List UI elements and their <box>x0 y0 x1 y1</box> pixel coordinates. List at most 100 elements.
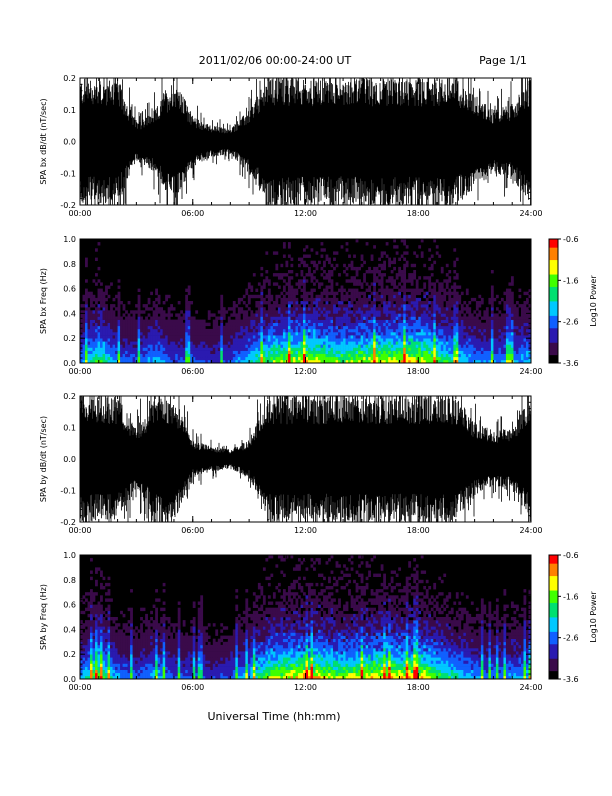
spectrogram-cell <box>130 344 133 347</box>
spectrogram-cell <box>193 341 196 344</box>
spectrogram-cell <box>293 354 296 357</box>
spectrogram-cell <box>318 335 321 338</box>
spectrogram-cell <box>223 310 226 313</box>
spectrogram-cell <box>431 354 434 357</box>
spectrogram-cell <box>158 310 161 313</box>
spectrogram-cell <box>263 341 266 344</box>
spectrogram-cell <box>413 335 416 338</box>
spectrogram-cell <box>323 348 326 351</box>
spectrogram-cell <box>391 261 394 264</box>
spectrogram-cell <box>210 351 213 354</box>
spectrogram-cell <box>461 307 464 310</box>
spectrogram-cell <box>165 348 168 351</box>
spectrogram-cell <box>516 348 519 351</box>
spectrogram-cell <box>438 335 441 338</box>
spectrogram-cell <box>233 301 236 304</box>
spectrogram-cell <box>135 310 138 313</box>
spectrogram-cell <box>88 626 91 629</box>
spectrogram-cell <box>421 351 424 354</box>
spectrogram-cell <box>260 301 263 304</box>
spectrogram-cell <box>401 301 404 304</box>
spectrogram-cell <box>108 332 111 335</box>
spectrogram-cell <box>208 351 211 354</box>
spectrogram-cell <box>160 348 163 351</box>
spectrogram-cell <box>351 351 354 354</box>
spectrogram-cell <box>155 351 158 354</box>
spectrogram-cell <box>168 348 171 351</box>
spectrogram-cell <box>313 329 316 332</box>
spectrogram-cell <box>235 348 238 351</box>
spectrogram-cell <box>418 289 421 292</box>
spectrogram-cell <box>90 341 93 344</box>
spectrogram-cell <box>491 310 494 313</box>
spectrogram-cell <box>343 313 346 316</box>
spectrogram-cell <box>368 317 371 320</box>
spectrogram-cell <box>103 667 106 670</box>
spectrogram-cell <box>323 276 326 279</box>
spectrogram-cell <box>135 304 138 307</box>
spectrogram-cell <box>275 310 278 313</box>
spectrogram-cell <box>160 354 163 357</box>
spectrogram-cell <box>366 344 369 347</box>
spectrogram-cell <box>311 307 314 310</box>
y-tick-label: -0.1 <box>60 487 76 496</box>
spectrogram-cell <box>270 335 273 338</box>
spectrogram-cell <box>118 298 121 301</box>
spectrogram-cell <box>393 348 396 351</box>
spectrogram-cell <box>458 341 461 344</box>
spectrogram-cell <box>145 344 148 347</box>
spectrogram-cell <box>318 310 321 313</box>
spectrogram-cell <box>386 279 389 282</box>
spectrogram-cell <box>303 261 306 264</box>
spectrogram-cell <box>316 264 319 267</box>
spectrogram-cell <box>288 304 291 307</box>
spectrogram-cell <box>341 320 344 323</box>
spectrogram-cell <box>293 292 296 295</box>
spectrogram-cell <box>190 344 193 347</box>
spectrogram-cell <box>85 279 88 282</box>
spectrogram-cell <box>300 261 303 264</box>
y-axis-label: SPA bx dB/dt (nT/sec) <box>39 98 48 184</box>
spectrogram-cell <box>288 282 291 285</box>
spectrogram-cell <box>393 354 396 357</box>
spectrogram-cell <box>351 320 354 323</box>
spectrogram-cell <box>406 332 409 335</box>
spectrogram-cell <box>343 270 346 273</box>
spectrogram-cell <box>503 341 506 344</box>
spectrogram-cell <box>366 332 369 335</box>
spectrogram-cell <box>143 335 146 338</box>
spectrogram-cell <box>518 295 521 298</box>
spectrogram-cell <box>436 320 439 323</box>
spectrogram-cell <box>353 335 356 338</box>
spectrogram-cell <box>288 307 291 310</box>
spectrogram-cell <box>323 329 326 332</box>
y-tick-label: 1.0 <box>63 235 76 244</box>
spectrogram-cell <box>275 320 278 323</box>
spectrogram-cell <box>90 617 93 620</box>
spectrogram-cell <box>413 304 416 307</box>
spectrogram-cell <box>170 338 173 341</box>
spectrogram-cell <box>125 645 128 648</box>
spectrogram-cell <box>501 351 504 354</box>
spectrogram-cell <box>175 320 178 323</box>
spectrogram-cell <box>95 332 98 335</box>
spectrogram-cell <box>443 295 446 298</box>
spectrogram-cell <box>373 344 376 347</box>
spectrogram-cell <box>290 258 293 261</box>
spectrogram-cell <box>396 344 399 347</box>
spectrogram-cell <box>190 341 193 344</box>
spectrogram-cell <box>346 344 349 347</box>
spectrogram-cell <box>293 295 296 298</box>
spectrogram-cell <box>481 332 484 335</box>
spectrogram-cell <box>300 335 303 338</box>
spectrogram-cell <box>408 326 411 329</box>
spectrogram-cell <box>120 611 123 614</box>
spectrogram-cell <box>398 267 401 270</box>
spectrogram-cell <box>378 273 381 276</box>
spectrogram-cell <box>290 292 293 295</box>
spectrogram-cell <box>168 335 171 338</box>
spectrogram-cell <box>401 270 404 273</box>
spectrogram-cell <box>506 351 509 354</box>
spectrogram-cell <box>195 320 198 323</box>
spectrogram-cell <box>120 338 123 341</box>
